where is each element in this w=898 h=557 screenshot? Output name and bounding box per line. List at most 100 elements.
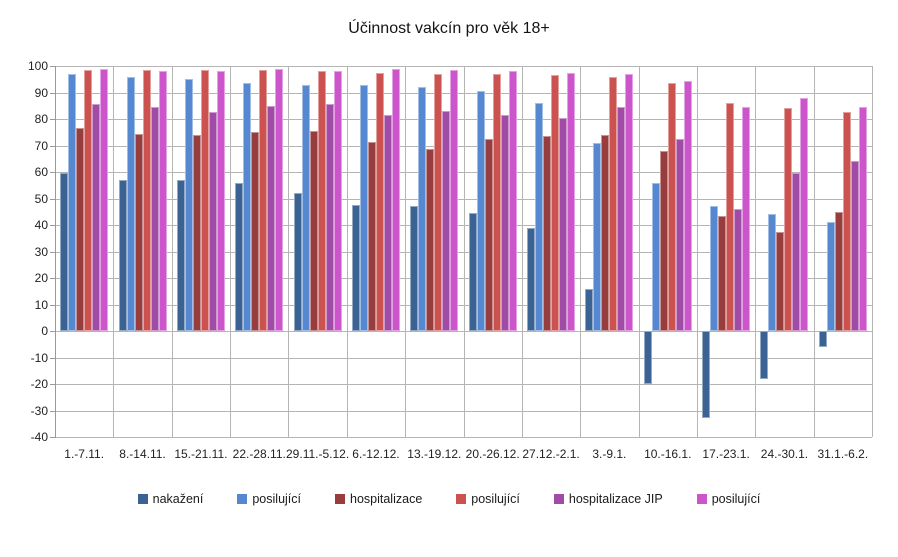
y-axis-tick (50, 198, 55, 200)
chart-title: Účinnost vakcín pro věk 18+ (348, 20, 550, 37)
bar-posilující (142, 69, 151, 331)
bar-hospitalizace (367, 141, 376, 331)
x-axis-label: 24.-30.1. (760, 447, 809, 461)
bar-nakažení (760, 331, 769, 379)
bar-nakažení (643, 331, 652, 384)
legend-label: hospitalizace (350, 492, 423, 506)
bar-nakažení (702, 331, 711, 419)
bar-hospitalizace (776, 231, 785, 331)
bar-nakažení (235, 182, 244, 331)
bar-hospitalizace JIP (267, 105, 276, 331)
y-axis-tick (50, 251, 55, 253)
bar-hospitalizace JIP (92, 104, 101, 331)
bar-hospitalizace JIP (150, 107, 159, 331)
bar-posilující (508, 71, 517, 331)
legend-item: nakažení (137, 492, 203, 506)
bar-hospitalizace (834, 211, 843, 331)
legend-swatch-icon (237, 494, 248, 504)
x-axis-label: 15.-21.11. (174, 447, 228, 461)
bar-hospitalizace JIP (500, 115, 509, 331)
legend-label: posilující (711, 492, 761, 506)
legend-swatch-icon (456, 494, 467, 504)
bar-hospitalizace JIP (442, 111, 451, 331)
bar-posilující (800, 97, 809, 331)
y-axis-label: 40 (34, 218, 48, 232)
bar-posilující (858, 107, 867, 331)
bar-nakažení (585, 288, 594, 331)
y-axis-tick (50, 119, 55, 120)
bar-posilující (333, 71, 342, 331)
y-axis-tick (50, 437, 55, 438)
x-axis-label: 1.-7.11. (64, 447, 105, 461)
x-axis-label: 3.-9.1. (592, 447, 627, 461)
x-axis-label: 13.-19.12. (407, 447, 462, 461)
x-gridline (580, 66, 582, 437)
bar-posilující (375, 72, 384, 331)
bar-posilující (609, 76, 618, 331)
x-gridline (872, 66, 873, 437)
bar-hospitalizace JIP (850, 161, 859, 331)
x-gridline (288, 66, 290, 437)
bar-posilující (158, 71, 167, 331)
x-gridline (696, 66, 698, 437)
bar-posilující (784, 108, 793, 331)
y-axis-label: 0 (41, 324, 48, 338)
y-axis-label: 90 (34, 85, 48, 100)
bar-hospitalizace JIP (792, 173, 801, 331)
bar-posilující (476, 91, 485, 331)
x-gridline (813, 66, 815, 437)
x-axis-label: 20.-26.12. (465, 447, 520, 461)
bar-hospitalizace (76, 128, 85, 331)
bar-posilující (359, 84, 368, 331)
x-gridline (171, 66, 173, 437)
bar-posilující (567, 72, 576, 331)
y-axis-tick (50, 225, 55, 226)
legend-item: hospitalizace (335, 492, 422, 506)
y-axis-tick (50, 331, 55, 332)
y-gridline (55, 437, 872, 438)
bar-posilující (126, 76, 135, 331)
bar-posilující (651, 182, 660, 331)
y-axis-tick (50, 66, 55, 67)
x-axis-label: 27.12.-2.1. (522, 447, 580, 461)
bar-hospitalizace JIP (208, 112, 217, 331)
x-axis-label: 8.-14.11. (119, 447, 166, 461)
bar-posilující (667, 83, 676, 331)
bar-posilující (593, 142, 602, 331)
bar-posilující (200, 69, 209, 331)
bar-posilující (259, 69, 268, 331)
bar-posilující (551, 75, 560, 331)
x-axis-label: 10.-16.1. (644, 447, 692, 461)
y-axis-tick (50, 278, 55, 279)
bar-nakažení (351, 205, 360, 331)
bar-posilující (450, 69, 459, 331)
legend-label: posilující (471, 492, 520, 506)
legend-item: posilující (696, 492, 761, 506)
y-axis-label: -20 (30, 377, 48, 391)
bar-hospitalizace JIP (325, 104, 334, 331)
legend-item: posilující (237, 492, 301, 506)
bar-hospitalizace JIP (559, 117, 568, 331)
y-axis-tick (50, 357, 55, 359)
y-axis-label: 10 (34, 297, 48, 312)
bar-hospitalizace JIP (734, 209, 743, 331)
x-axis-label: 17.-23.1. (702, 447, 750, 461)
legend-swatch-icon (335, 494, 345, 504)
bar-nakažení (293, 193, 302, 331)
bar-posilující (710, 206, 719, 331)
y-axis (55, 66, 56, 438)
bar-posilující (492, 73, 501, 331)
bar-posilující (301, 84, 310, 331)
bar-hospitalizace (718, 215, 727, 331)
bar-nakažení (176, 179, 185, 331)
bar-posilující (184, 79, 193, 331)
y-axis-tick (50, 384, 55, 385)
bar-posilující (434, 73, 443, 331)
bar-hospitalizace JIP (383, 115, 392, 331)
x-gridline (463, 66, 465, 437)
bar-nakažení (118, 179, 127, 331)
legend-swatch-icon (553, 494, 564, 504)
y-axis-label: 30 (34, 244, 48, 259)
bar-hospitalizace (251, 132, 260, 331)
